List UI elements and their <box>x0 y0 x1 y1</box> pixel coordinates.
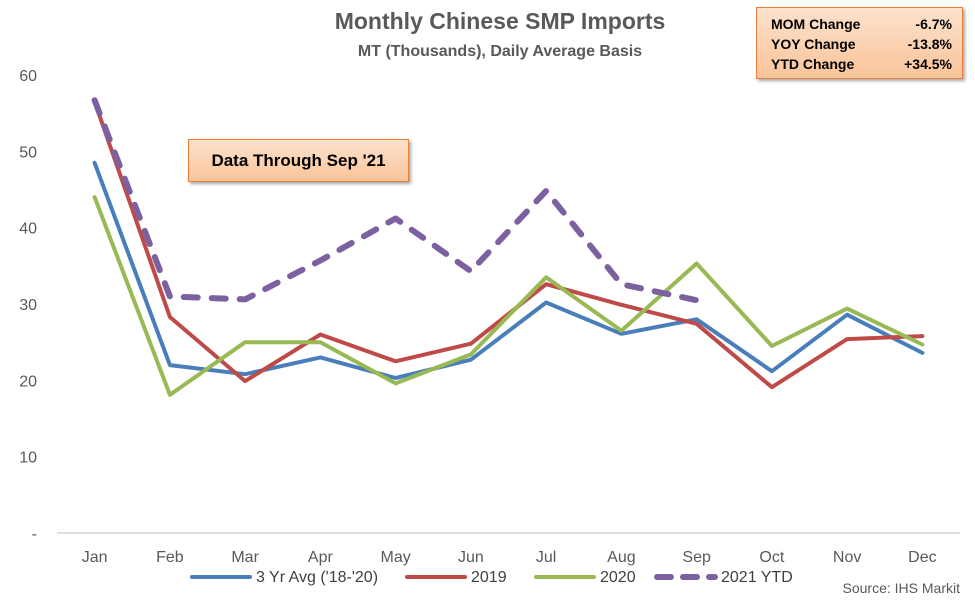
y-tick-label: 10 <box>19 450 37 467</box>
series-line <box>91 97 700 304</box>
y-tick-label: - <box>32 526 37 543</box>
chart-title: Monthly Chinese SMP Imports <box>335 8 666 34</box>
series-line <box>92 160 925 380</box>
x-tick-label: Aug <box>607 549 635 566</box>
x-tick-label: Apr <box>308 549 334 566</box>
x-tick-label: Mar <box>231 549 259 566</box>
legend-label: 2020 <box>600 569 636 586</box>
stat-label: YTD Change <box>771 56 855 72</box>
x-tick-label: Jun <box>458 549 484 566</box>
stat-row-ytd: YTD Change +34.5% <box>771 54 952 74</box>
y-tick-label: 30 <box>19 297 37 314</box>
stat-row-mom: MOM Change -6.7% <box>771 14 952 34</box>
y-tick-label: 50 <box>19 144 37 161</box>
legend: 3 Yr Avg ('18-'20) 2019 2020 2021 YTD <box>190 569 793 586</box>
x-tick-label: Sep <box>682 549 711 566</box>
stat-value: -6.7% <box>915 16 952 32</box>
stat-value: +34.5% <box>904 56 952 72</box>
x-tick-label: Jan <box>82 549 108 566</box>
x-tick-label: Oct <box>759 549 784 566</box>
stat-row-yoy: YOY Change -13.8% <box>771 34 952 54</box>
x-tick-label: Feb <box>156 549 184 566</box>
stat-label: YOY Change <box>771 36 856 52</box>
legend-label: 3 Yr Avg ('18-'20) <box>256 569 378 586</box>
series-line <box>92 195 925 397</box>
x-tick-label: Jul <box>536 549 556 566</box>
chart-subtitle: MT (Thousands), Daily Average Basis <box>358 43 642 60</box>
x-tick-label: May <box>381 549 411 566</box>
y-tick-label: 20 <box>19 373 37 390</box>
legend-label: 2021 YTD <box>721 569 793 586</box>
source-note: Source: IHS Markit <box>843 580 961 596</box>
change-stats-box: MOM Change -6.7% YOY Change -13.8% YTD C… <box>756 7 963 79</box>
y-tick-label: 60 <box>19 68 37 85</box>
data-through-annotation: Data Through Sep '21 <box>188 139 409 182</box>
x-tick-label: Dec <box>908 549 936 566</box>
stat-label: MOM Change <box>771 16 861 32</box>
legend-label: 2019 <box>471 569 507 586</box>
plot-area <box>91 97 925 397</box>
y-tick-label: 40 <box>19 221 37 238</box>
axes: - 10 20 30 40 50 60 Jan Feb Mar Apr May Jun Jul Aug Sep… <box>19 68 960 566</box>
x-tick-label: Nov <box>833 549 861 566</box>
stat-value: -13.8% <box>907 36 952 52</box>
